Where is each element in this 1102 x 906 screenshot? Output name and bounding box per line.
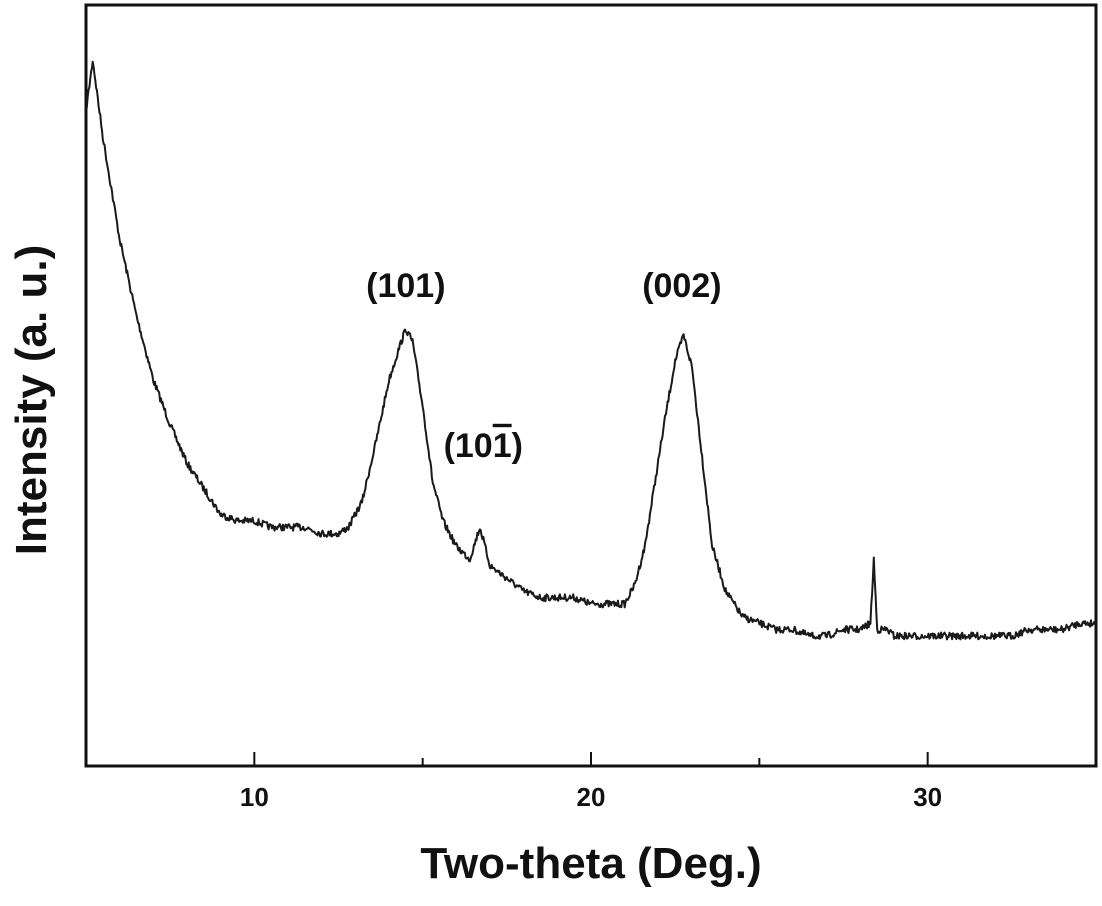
peak-label-1: (101)	[444, 427, 523, 465]
peak-label-2: (002)	[642, 267, 721, 305]
overline-digit: 1	[493, 427, 512, 465]
y-axis-title: Intensity (a. u.)	[7, 245, 56, 555]
x-axis-title: Two-theta (Deg.)	[420, 839, 761, 888]
plot-frame	[84, 3, 1098, 768]
x-tick-label-2: 30	[913, 782, 942, 812]
x-tick-label-1: 20	[577, 782, 606, 812]
x-tick-label-0: 10	[240, 782, 269, 812]
xrd-pattern-line	[85, 60, 1097, 641]
x-tick-labels: 10 20 30	[240, 782, 942, 812]
peak-labels: (101) (101) (002)	[366, 267, 721, 465]
x-axis-ticks	[85, 752, 1097, 766]
peak-label-0: (101)	[366, 267, 445, 305]
